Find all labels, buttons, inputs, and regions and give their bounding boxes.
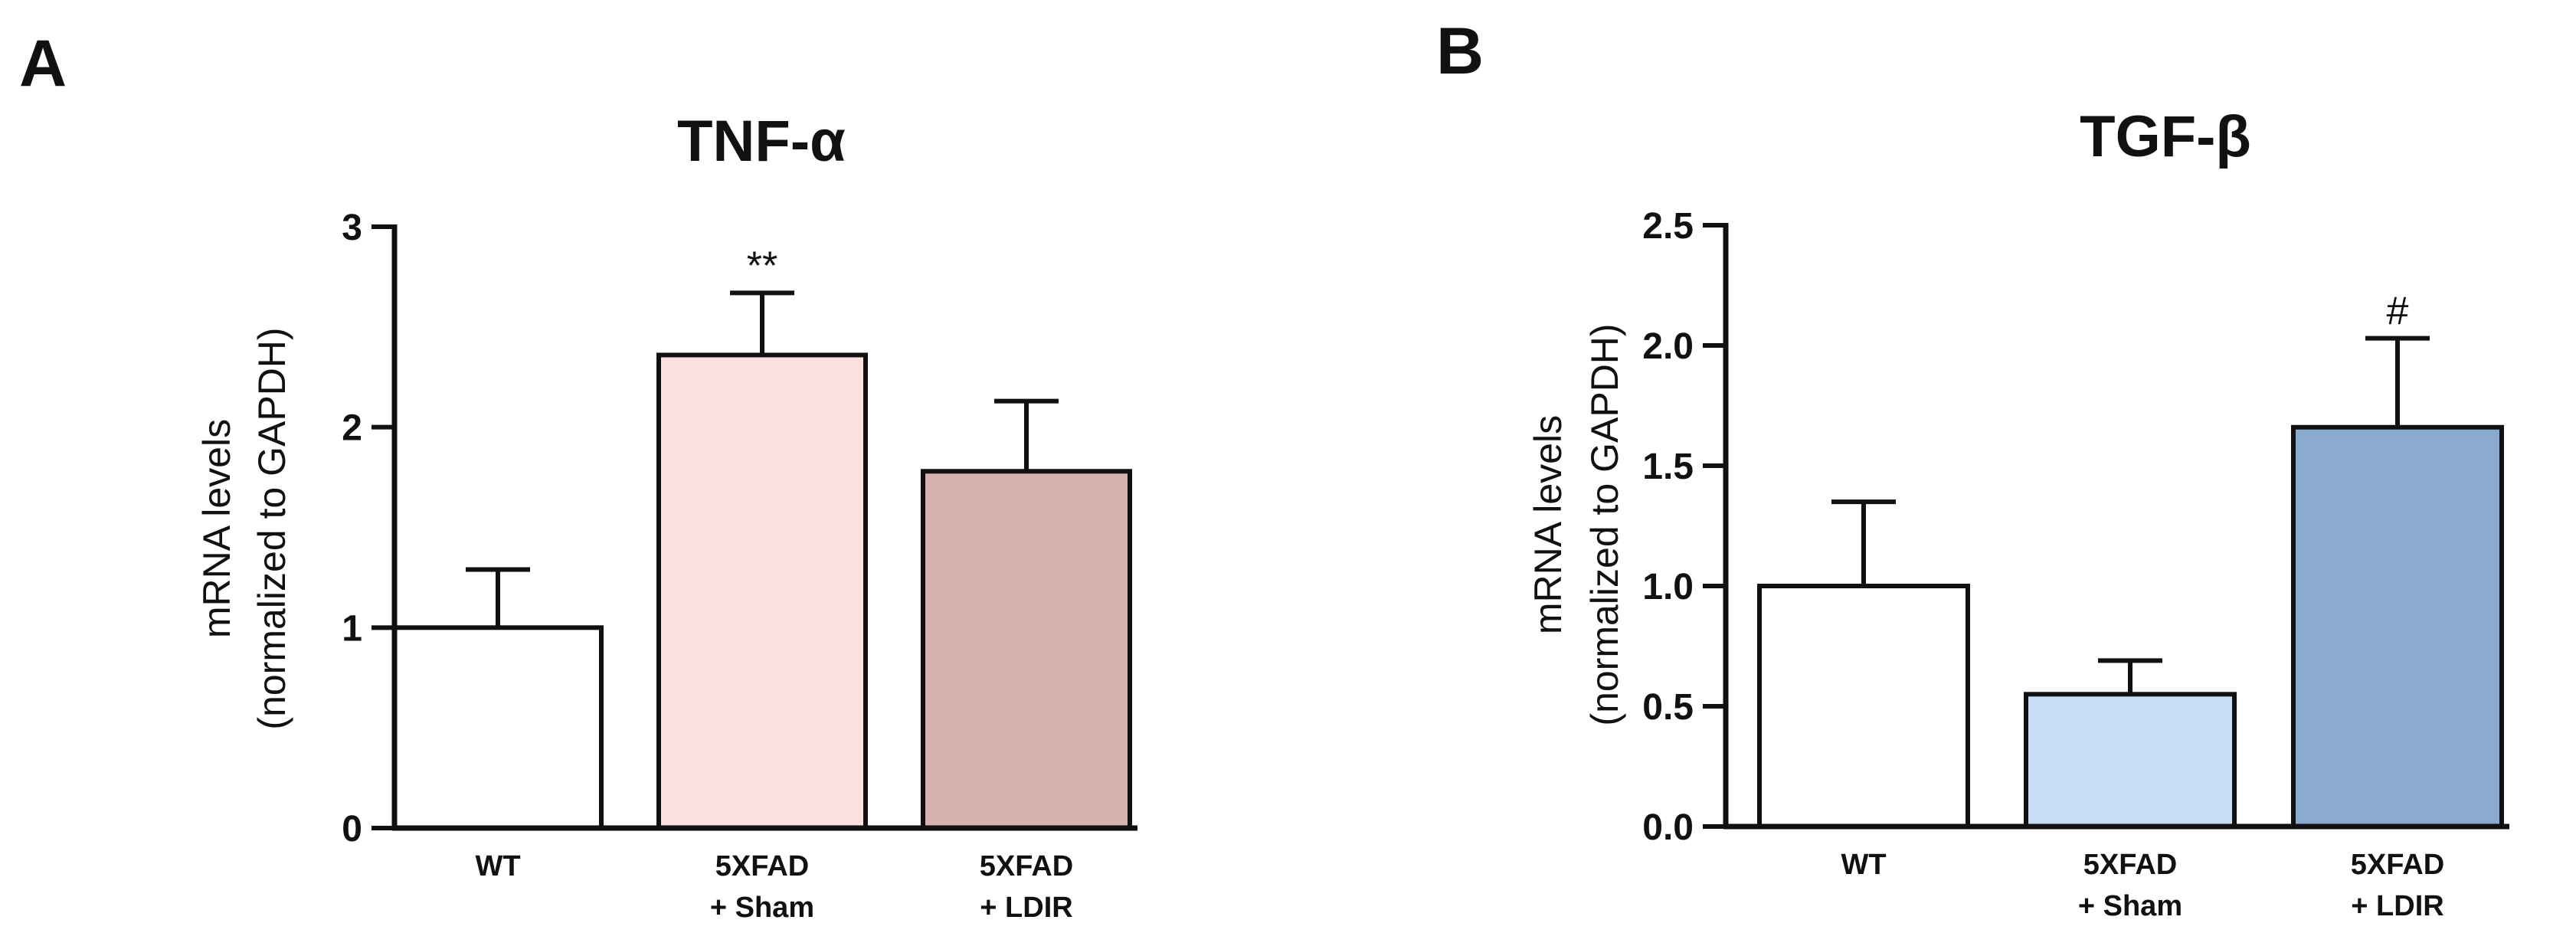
y-axis-label: (normalized to GAPDH) — [250, 327, 293, 729]
y-tick-label: 1.0 — [1642, 567, 1694, 607]
chart-tnf-alpha: TNF-α mRNA levels (normalized to GAPDH) WT *… — [195, 109, 1137, 924]
bar — [2024, 692, 2237, 829]
x-tick-label: 5XFAD — [980, 850, 1073, 882]
y-tick-label: 0 — [342, 809, 362, 850]
y-tick-label: 2 — [342, 408, 362, 449]
significance-annotation: ** — [747, 244, 777, 288]
x-tick-label: 5XFAD — [2351, 849, 2444, 881]
panel-letter-b: B — [1436, 15, 1484, 88]
chart-title: TGF-β — [2080, 104, 2251, 169]
x-tick-label: + Sham — [710, 892, 814, 924]
bar — [921, 469, 1132, 830]
bar — [392, 625, 604, 830]
x-tick-label: + LDIR — [2351, 890, 2443, 922]
chart-title: TNF-α — [677, 109, 846, 174]
y-tick-label: 0.0 — [1642, 807, 1694, 848]
y-axis-label: mRNA levels — [1527, 415, 1569, 634]
y-axis-label: mRNA levels — [195, 419, 238, 638]
significance-annotation: # — [2387, 290, 2409, 334]
bar — [1757, 584, 1970, 829]
y-tick-label: 0.5 — [1642, 687, 1694, 728]
x-tick-label: + LDIR — [980, 892, 1072, 924]
bar — [656, 352, 868, 830]
bar — [2291, 424, 2504, 829]
y-tick-label: 2.0 — [1642, 326, 1694, 367]
x-tick-label: + Sham — [2078, 890, 2182, 922]
x-tick-label: WT — [475, 850, 520, 882]
x-tick-label: WT — [1841, 849, 1886, 881]
chart-tgf-beta: TGF-β mRNA levels (normalized to GAPDH) WT 5… — [1527, 104, 2509, 922]
panel-letter-a: A — [19, 27, 67, 100]
y-tick-label: 1.5 — [1642, 447, 1694, 487]
y-tick-label: 3 — [342, 208, 362, 248]
y-tick-label: 1 — [342, 608, 362, 649]
y-axis-label: (normalized to GAPDH) — [1583, 323, 1626, 725]
x-tick-label: 5XFAD — [715, 850, 809, 882]
y-tick-label: 2.5 — [1642, 206, 1694, 247]
x-tick-label: 5XFAD — [2083, 849, 2177, 881]
